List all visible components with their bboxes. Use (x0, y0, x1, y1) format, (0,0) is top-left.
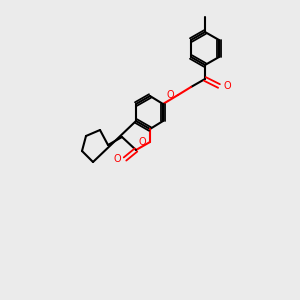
Text: O: O (138, 137, 146, 147)
Text: O: O (167, 90, 174, 100)
Text: O: O (223, 81, 231, 91)
Text: O: O (113, 154, 121, 164)
